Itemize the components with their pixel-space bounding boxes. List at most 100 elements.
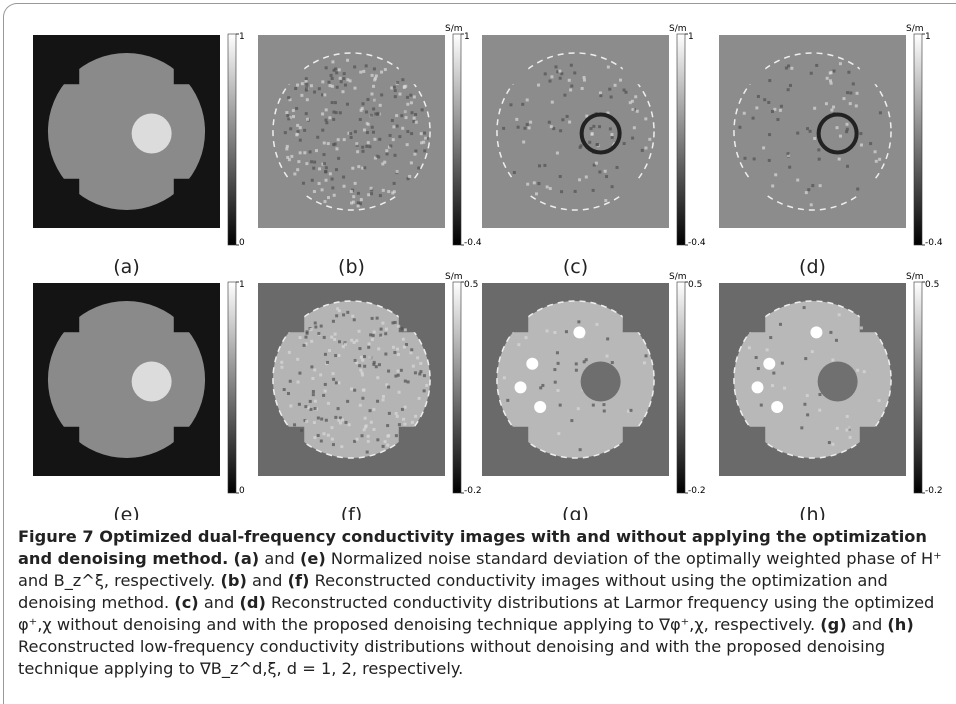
texture (299, 126, 302, 129)
texture (614, 84, 617, 87)
texture (323, 336, 326, 339)
texture (396, 125, 399, 128)
texture (313, 421, 316, 424)
texture (361, 373, 364, 376)
texture (361, 146, 364, 149)
phantom-notch (623, 427, 651, 455)
texture (369, 356, 372, 359)
texture (321, 112, 324, 115)
texture (410, 161, 413, 164)
texture (619, 79, 622, 82)
texture (533, 181, 536, 184)
texture (809, 130, 812, 133)
texture (400, 369, 403, 372)
phantom-notch (500, 56, 528, 84)
texture (404, 380, 407, 383)
texture (373, 331, 376, 334)
texture (318, 182, 321, 185)
texture (312, 390, 315, 393)
texture (312, 167, 315, 170)
panel-image (719, 283, 906, 476)
texture (810, 203, 813, 206)
texture (331, 101, 334, 104)
texture (606, 337, 609, 340)
texture (332, 320, 335, 323)
texture (392, 346, 395, 349)
texture (359, 118, 362, 121)
texture (316, 136, 319, 139)
texture (323, 162, 326, 165)
texture (815, 64, 818, 67)
texture (592, 189, 595, 192)
texture (327, 81, 330, 84)
texture (565, 330, 568, 333)
texture (406, 130, 409, 133)
caption-text: Reconstructed low-frequency conductivity… (18, 637, 885, 678)
colorbar (914, 282, 922, 493)
texture (361, 150, 364, 153)
texture (284, 131, 287, 134)
phantom-notch (174, 56, 202, 84)
texture (513, 171, 516, 174)
colorbar-max-label: 1 (925, 32, 931, 42)
texture (859, 132, 862, 135)
texture (633, 126, 636, 129)
phantom-notch (860, 304, 888, 332)
texture (526, 98, 529, 101)
texture (298, 372, 301, 375)
texture (839, 62, 842, 65)
colorbar-max-label: 1 (688, 32, 694, 42)
texture (309, 400, 312, 403)
texture (310, 328, 313, 331)
texture (575, 369, 578, 372)
texture (396, 170, 399, 173)
texture (359, 404, 362, 407)
texture (321, 80, 324, 83)
texture (372, 428, 375, 431)
bright-spot (515, 381, 527, 393)
texture (378, 363, 381, 366)
texture (595, 162, 598, 165)
texture (365, 64, 368, 67)
texture (341, 90, 344, 93)
phantom-notch (737, 179, 765, 207)
caption-text: (g) (820, 615, 846, 634)
texture (401, 78, 404, 81)
texture (409, 94, 412, 97)
texture (644, 117, 647, 120)
phantom-notch (737, 304, 765, 332)
texture (581, 87, 584, 90)
texture (371, 74, 374, 77)
texture (358, 330, 361, 333)
texture (334, 101, 337, 104)
texture (285, 147, 288, 150)
texture (419, 362, 422, 365)
texture (340, 80, 343, 83)
texture (384, 353, 387, 356)
texture (304, 405, 307, 408)
texture (406, 143, 409, 146)
texture (384, 440, 387, 443)
texture (771, 184, 774, 187)
phantom-notch (276, 304, 304, 332)
texture (373, 138, 376, 141)
caption-text: and (199, 593, 240, 612)
texture (323, 200, 326, 203)
texture (314, 325, 317, 328)
texture (573, 71, 576, 74)
texture (315, 149, 318, 152)
texture (592, 125, 595, 128)
texture (373, 361, 376, 364)
texture (342, 77, 345, 80)
texture (570, 419, 573, 422)
texture (389, 144, 392, 147)
phantom-notch (860, 427, 888, 455)
texture (309, 408, 312, 411)
texture (394, 89, 397, 92)
texture (386, 444, 389, 447)
texture (306, 118, 309, 121)
texture (598, 170, 601, 173)
texture (371, 338, 374, 341)
texture (644, 146, 647, 149)
texture (379, 104, 382, 107)
